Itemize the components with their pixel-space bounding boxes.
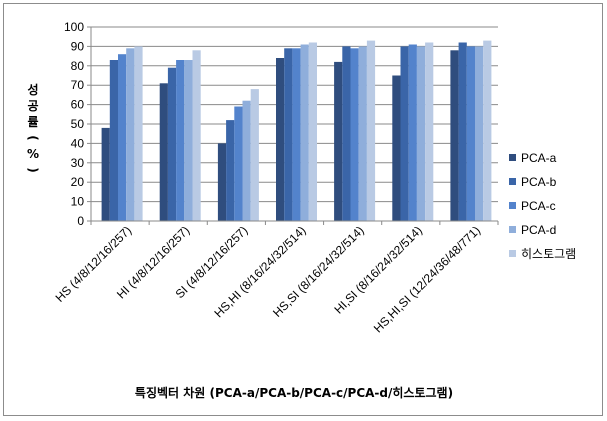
y-tick-labels: 0 10 20 30 40 50 60 70 80 90 100 — [64, 20, 84, 228]
y-tick-label: 70 — [71, 78, 85, 92]
y-tick-label: 80 — [71, 59, 85, 73]
y-tick-label: 30 — [71, 156, 85, 170]
bar-PCA-c-0 — [118, 54, 127, 222]
bar-PCA-a-2 — [217, 143, 227, 221]
y-tick-label: 0 — [77, 214, 84, 228]
y-tick-label: 20 — [71, 175, 85, 189]
bar-PCA-a-0 — [101, 127, 110, 221]
bar-히스토그램-4 — [366, 40, 376, 221]
legend-label: PCA-b — [521, 175, 557, 189]
bar-PCA-d-1 — [184, 60, 193, 221]
legend-swatch — [509, 250, 516, 257]
legend-label: PCA-d — [521, 223, 556, 237]
bar-PCA-b-3 — [284, 48, 293, 221]
y-axis-label-char: 률 — [27, 115, 38, 129]
legend: PCA-a PCA-b PCA-c PCA-d 히스토그램 — [509, 151, 576, 261]
axes — [87, 26, 499, 225]
y-tick-label: 40 — [71, 136, 85, 150]
bar-PCA-d-4 — [358, 46, 367, 222]
x-axis-label: 특징벡터 차원 (PCA-a/PCA-b/PCA-c/PCA-d/히스토그램) — [135, 385, 453, 400]
bar-PCA-b-2 — [226, 120, 235, 221]
legend-swatch — [509, 202, 516, 209]
bar-PCA-c-2 — [234, 106, 243, 221]
bar-PCA-a-6 — [450, 50, 459, 221]
bar-PCA-b-1 — [167, 67, 177, 221]
y-tick-label: 10 — [71, 195, 85, 209]
bar-히스토그램-5 — [425, 42, 434, 221]
bar-PCA-b-0 — [109, 60, 118, 221]
bar-PCA-c-4 — [350, 48, 359, 221]
bar-PCA-a-4 — [334, 61, 343, 222]
legend-swatch — [509, 178, 516, 185]
bar-PCA-d-5 — [416, 46, 426, 222]
bar-히스토그램-0 — [134, 46, 143, 222]
bar-PCA-c-6 — [466, 46, 475, 222]
x-tick-label: HS,HI,SI (12/24/36/48/771) — [371, 223, 483, 335]
bar-히스토그램-1 — [192, 50, 201, 221]
y-axis-label-char: ( — [26, 135, 40, 140]
y-axis-label-char: 성 — [27, 83, 38, 97]
y-tick-label: 60 — [71, 98, 85, 112]
bar-PCA-a-1 — [159, 83, 168, 221]
x-tick-labels: HS (4/8/12/16/257)HI (4/8/12/16/257)SI (… — [53, 223, 483, 335]
bar-PCA-c-3 — [292, 48, 301, 221]
bar-히스토그램-2 — [250, 89, 259, 221]
bars — [101, 40, 492, 222]
bar-히스토그램-3 — [308, 42, 317, 221]
y-tick-label: 90 — [71, 39, 85, 53]
legend-swatch — [509, 154, 516, 161]
chart-frame: 0 10 20 30 40 50 60 70 80 90 100 HS (4/8/12/16/257… — [3, 3, 603, 416]
bar-PCA-a-5 — [392, 75, 401, 221]
bar-chart: 0 10 20 30 40 50 60 70 80 90 100 HS (4/8/12/16/257… — [26, 20, 576, 400]
bar-PCA-b-5 — [400, 46, 409, 222]
bar-PCA-b-6 — [458, 42, 467, 221]
y-axis-label-char: % — [27, 147, 39, 161]
bar-PCA-a-3 — [276, 58, 285, 221]
bar-히스토그램-6 — [483, 40, 492, 221]
y-axis-label-char: 공 — [27, 99, 38, 113]
y-tick-label: 100 — [64, 20, 84, 34]
bar-PCA-d-3 — [300, 44, 309, 221]
y-axis-label: 성공률 (%) — [26, 83, 40, 173]
bar-PCA-d-2 — [242, 100, 251, 221]
bar-PCA-d-0 — [126, 48, 135, 221]
bar-PCA-d-6 — [475, 46, 484, 222]
legend-label: PCA-a — [521, 151, 557, 165]
bar-PCA-c-1 — [176, 60, 185, 221]
legend-swatch — [509, 226, 516, 233]
y-axis-label-char: ) — [26, 167, 40, 172]
bar-PCA-c-5 — [408, 44, 417, 221]
legend-label: PCA-c — [521, 199, 556, 213]
y-tick-label: 50 — [71, 117, 85, 131]
bar-PCA-b-4 — [342, 46, 351, 222]
legend-label: 히스토그램 — [521, 247, 576, 261]
